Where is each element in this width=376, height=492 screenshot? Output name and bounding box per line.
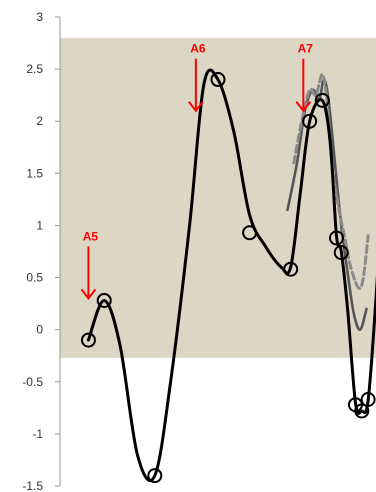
data-point-marker: [333, 245, 349, 261]
annotations-group: A5 A6 A7: [80, 42, 314, 301]
data-point-marker: [302, 113, 318, 129]
annotation-label: A7: [298, 42, 314, 56]
y-tick-label: -1.5: [22, 479, 43, 492]
data-point-marker: [360, 391, 376, 407]
y-tick-label: -0.5: [22, 375, 43, 389]
shaded-band: [60, 37, 376, 358]
data-point-marker: [354, 403, 370, 419]
y-tick-label: -1: [32, 427, 43, 441]
y-tick-label: 0: [36, 323, 43, 337]
y-tick-label: 2: [36, 114, 43, 128]
data-point-marker: [80, 332, 96, 348]
data-point-marker: [314, 92, 330, 108]
data-point-marker: [210, 72, 226, 88]
data-point-marker: [147, 468, 163, 484]
data-point-marker: [283, 261, 299, 277]
annotation-arrow-head: [80, 288, 97, 301]
annotation-arrow-head: [295, 101, 312, 113]
data-point-marker: [242, 225, 258, 241]
annotation-label: A5: [83, 229, 99, 243]
data-point-marker: [96, 292, 112, 308]
y-tick-label: 3: [36, 10, 43, 24]
markers-group: [80, 72, 376, 484]
y-axis: 3 2.5 2 1.5 1 0.5 0 -0.5 -1 -1.5: [22, 10, 61, 492]
y-tick-label: 0.5: [26, 271, 43, 285]
series-line-dashed-gray: [292, 72, 370, 290]
annotation-label: A6: [190, 42, 206, 56]
y-tick-label: 1: [36, 218, 43, 232]
y-tick-label: 1.5: [26, 166, 43, 180]
y-tick-label: 2.5: [26, 62, 43, 76]
annotation-arrow-head: [188, 101, 204, 113]
data-point-marker: [329, 230, 344, 246]
